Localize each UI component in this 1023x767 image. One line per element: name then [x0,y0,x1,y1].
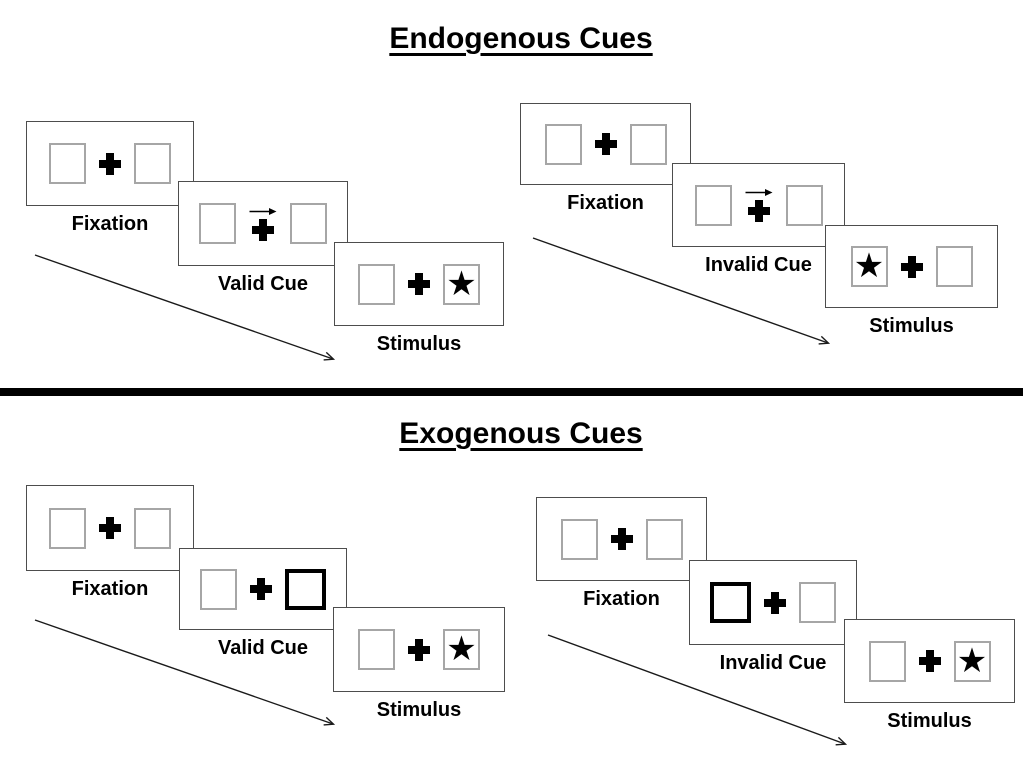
placeholder-box-left [200,568,237,610]
placeholder-box-right [134,143,171,184]
cue-direction-arrow-icon [745,189,772,196]
star-icon: ★ [853,246,885,286]
target-box-right: ★ [953,640,991,682]
sequence-arrow-endogenous-valid [34,254,333,359]
frame-label-valid-cue-exogenous-valid: Valid Cue [217,637,309,659]
fixation-cross-icon [610,528,633,550]
frame-invalid-cue-exogenous-invalid [689,560,857,645]
frame-label-invalid-cue-endogenous-invalid: Invalid Cue [705,254,812,276]
placeholder-box-right [799,582,836,623]
frame-stimulus-exogenous-invalid: ★ [844,619,1015,703]
placeholder-box-right [134,507,171,549]
star-icon: ★ [446,263,477,304]
target-box-right: ★ [443,629,480,670]
placeholder-box-left [49,143,86,184]
frame-stimulus-endogenous-invalid: ★ [825,225,998,308]
frame-stimulus-exogenous-valid: ★ [333,607,505,692]
fixation-cross-icon [99,517,121,539]
sequence-arrow-exogenous-valid [34,619,333,724]
cue-center-stack [249,207,277,241]
frame-label-valid-cue-endogenous-valid: Valid Cue [217,273,309,295]
placeholder-box-left [544,123,582,165]
frame-label-stimulus-endogenous-valid: Stimulus [376,333,462,355]
star-icon: ★ [446,629,477,669]
placeholder-box-left [868,640,906,682]
placeholder-box-right [935,246,973,287]
placeholder-box-left [358,629,395,670]
frame-label-fixation-exogenous-invalid: Fixation [583,588,660,610]
frame-label-invalid-cue-exogenous-invalid: Invalid Cue [719,652,827,674]
target-box-left: ★ [850,246,888,287]
cue-direction-arrow-icon [249,207,277,215]
section-title-exogenous: Exogenous Cues [399,417,643,450]
placeholder-box-left [358,263,395,305]
placeholder-box-left [49,507,86,549]
star-icon: ★ [956,640,988,681]
section-divider-line [0,388,1023,396]
frame-fixation-exogenous-invalid [536,497,707,581]
placeholder-box-right [629,123,667,165]
cue-center-stack [745,188,773,222]
frame-valid-cue-endogenous-valid [178,181,348,266]
frame-label-stimulus-exogenous-invalid: Stimulus [887,710,972,732]
sequence-arrow-endogenous-invalid [532,237,828,343]
fixation-cross-icon [918,650,941,672]
cue-highlight-box-right [285,568,326,610]
frame-label-stimulus-exogenous-valid: Stimulus [376,699,462,721]
frame-stimulus-endogenous-valid: ★ [334,242,504,326]
cue-highlight-box-left [710,582,751,623]
fixation-cross-icon [747,200,770,222]
fixation-cross-icon [252,218,274,241]
placeholder-box-right [290,203,327,244]
fixation-cross-icon [250,578,272,600]
frame-label-stimulus-endogenous-invalid: Stimulus [869,315,954,337]
placeholder-box-left [199,203,236,244]
placeholder-box-right [785,184,823,226]
frame-label-fixation-exogenous-valid: Fixation [71,578,149,600]
fixation-cross-icon [99,152,121,175]
frame-label-fixation-endogenous-invalid: Fixation [567,192,644,214]
section-title-endogenous: Endogenous Cues [389,22,653,55]
fixation-cross-icon [408,638,430,661]
placeholder-box-left [560,518,598,560]
fixation-cross-icon [594,133,617,155]
frame-label-fixation-endogenous-valid: Fixation [71,213,149,235]
fixation-cross-icon [900,255,923,278]
placeholder-box-left [694,184,732,226]
frame-fixation-endogenous-invalid [520,103,691,185]
frame-fixation-exogenous-valid [26,485,194,571]
frame-fixation-endogenous-valid [26,121,194,206]
sequence-arrow-exogenous-invalid [547,634,845,744]
placeholder-box-right [645,518,683,560]
fixation-cross-icon [408,273,430,295]
frame-invalid-cue-endogenous-invalid [672,163,845,247]
target-box-right: ★ [443,263,480,305]
frame-valid-cue-exogenous-valid [179,548,347,630]
fixation-cross-icon [764,591,786,614]
